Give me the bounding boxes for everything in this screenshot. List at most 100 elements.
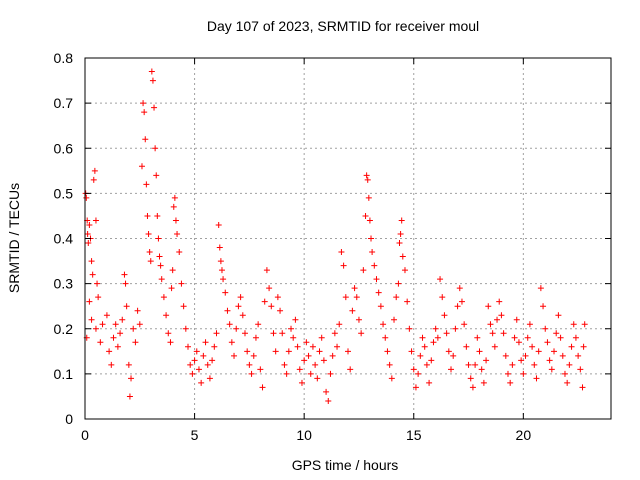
data-point bbox=[340, 262, 347, 269]
data-point bbox=[349, 307, 356, 314]
data-point bbox=[327, 370, 334, 377]
data-point bbox=[270, 330, 277, 337]
data-point bbox=[250, 352, 257, 359]
data-point bbox=[515, 339, 522, 346]
data-point bbox=[149, 77, 156, 84]
data-point bbox=[559, 352, 566, 359]
data-point bbox=[266, 285, 273, 292]
data-point bbox=[312, 361, 319, 368]
data-point bbox=[371, 262, 378, 269]
data-point bbox=[478, 366, 485, 373]
data-point bbox=[443, 330, 450, 337]
data-point bbox=[90, 176, 97, 183]
data-point bbox=[522, 352, 529, 359]
data-point bbox=[548, 366, 555, 373]
data-point bbox=[489, 330, 496, 337]
y-tick-label: 0.5 bbox=[54, 185, 74, 201]
data-point bbox=[480, 379, 487, 386]
data-point bbox=[580, 343, 587, 350]
data-point bbox=[290, 334, 297, 341]
data-point bbox=[217, 258, 224, 265]
data-point bbox=[97, 339, 104, 346]
data-point bbox=[551, 348, 558, 355]
data-point bbox=[92, 325, 99, 332]
data-point bbox=[108, 361, 115, 368]
data-point bbox=[323, 388, 330, 395]
data-point bbox=[314, 375, 321, 382]
data-point bbox=[209, 357, 216, 364]
data-point bbox=[430, 339, 437, 346]
data-point bbox=[347, 366, 354, 373]
data-point bbox=[458, 298, 465, 305]
data-point bbox=[412, 384, 419, 391]
data-point bbox=[546, 357, 553, 364]
data-point bbox=[144, 212, 151, 219]
data-point bbox=[241, 330, 248, 337]
data-point bbox=[213, 330, 220, 337]
data-point bbox=[185, 343, 192, 350]
data-point bbox=[338, 249, 345, 256]
data-point bbox=[513, 316, 520, 323]
data-point bbox=[141, 109, 148, 116]
data-points bbox=[82, 68, 588, 404]
data-point bbox=[398, 217, 405, 224]
data-point bbox=[157, 262, 164, 269]
data-point bbox=[114, 343, 121, 350]
data-point bbox=[500, 330, 507, 337]
data-point bbox=[202, 339, 209, 346]
x-tick-label: 10 bbox=[296, 427, 312, 443]
data-point bbox=[288, 325, 295, 332]
data-point bbox=[239, 312, 246, 319]
data-point bbox=[331, 330, 338, 337]
data-point bbox=[434, 334, 441, 341]
data-point bbox=[94, 280, 101, 287]
data-point bbox=[126, 393, 133, 400]
data-point bbox=[363, 172, 370, 179]
data-point bbox=[279, 330, 286, 337]
data-point bbox=[195, 366, 202, 373]
data-point bbox=[248, 370, 255, 377]
data-point bbox=[257, 366, 264, 373]
data-point bbox=[244, 348, 251, 355]
data-point bbox=[555, 312, 562, 319]
data-point bbox=[533, 375, 540, 382]
data-point bbox=[86, 221, 93, 228]
data-point bbox=[467, 375, 474, 382]
data-point bbox=[504, 370, 511, 377]
data-point bbox=[388, 375, 395, 382]
data-point bbox=[491, 343, 498, 350]
data-point bbox=[151, 104, 158, 111]
data-point bbox=[85, 240, 92, 247]
data-point bbox=[296, 366, 303, 373]
data-point bbox=[362, 212, 369, 219]
data-point bbox=[216, 244, 223, 251]
data-point bbox=[426, 379, 433, 386]
data-point bbox=[577, 366, 584, 373]
data-point bbox=[88, 258, 95, 265]
data-point bbox=[163, 312, 170, 319]
data-point bbox=[316, 348, 323, 355]
data-point bbox=[252, 334, 259, 341]
data-point bbox=[204, 361, 211, 368]
data-point bbox=[336, 321, 343, 328]
y-tick-label: 0.2 bbox=[54, 321, 74, 337]
x-axis-label: GPS time / hours bbox=[292, 457, 399, 473]
data-point bbox=[220, 276, 227, 283]
data-point bbox=[237, 294, 244, 301]
chart-title: Day 107 of 2023, SRMTID for receiver mou… bbox=[207, 18, 479, 34]
data-point bbox=[263, 267, 270, 274]
data-point bbox=[99, 321, 106, 328]
data-point bbox=[298, 379, 305, 386]
data-point bbox=[561, 370, 568, 377]
x-tick-label: 15 bbox=[406, 427, 422, 443]
data-point bbox=[540, 303, 547, 310]
data-point bbox=[410, 366, 417, 373]
data-point bbox=[544, 339, 551, 346]
data-point bbox=[502, 352, 509, 359]
data-point bbox=[454, 303, 461, 310]
data-point bbox=[373, 276, 380, 283]
data-point bbox=[89, 271, 96, 278]
x-tick-label: 0 bbox=[81, 427, 89, 443]
data-point bbox=[432, 325, 439, 332]
data-point bbox=[281, 361, 288, 368]
